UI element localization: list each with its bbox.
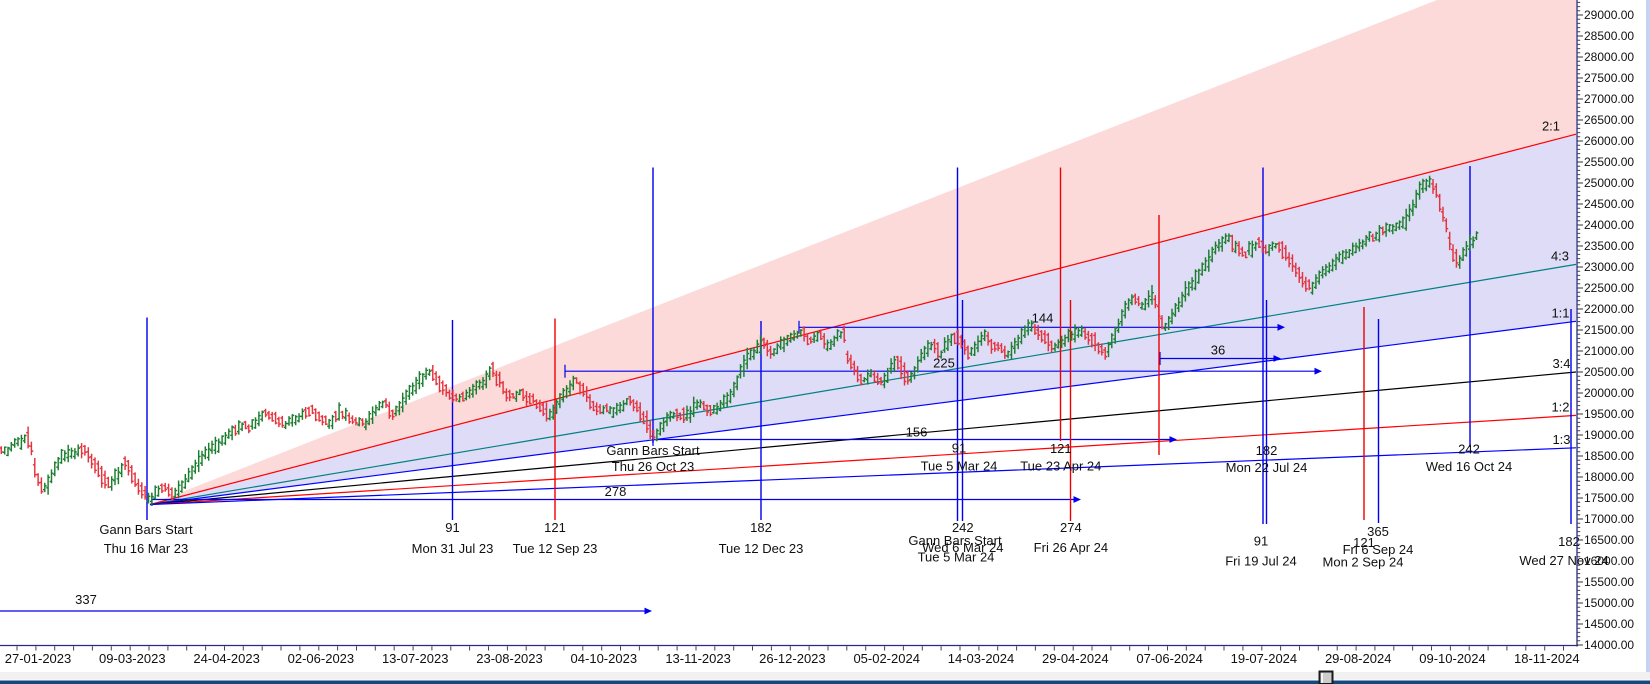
svg-text:1:2: 1:2 <box>1551 400 1569 415</box>
svg-text:26-12-2023: 26-12-2023 <box>759 651 826 666</box>
svg-text:Tue 5 Mar 24: Tue 5 Mar 24 <box>918 550 995 565</box>
svg-text:91: 91 <box>1254 534 1268 549</box>
svg-text:18-11-2024: 18-11-2024 <box>1514 651 1580 666</box>
svg-text:Wed 16 Oct 24: Wed 16 Oct 24 <box>1426 459 1512 474</box>
svg-text:20000.00: 20000.00 <box>1584 386 1634 400</box>
svg-text:20500.00: 20500.00 <box>1584 365 1634 379</box>
svg-text:29-04-2024: 29-04-2024 <box>1042 651 1109 666</box>
svg-text:09-03-2023: 09-03-2023 <box>99 651 166 666</box>
svg-text:27-01-2023: 27-01-2023 <box>5 651 72 666</box>
svg-text:Mon 31 Jul 23: Mon 31 Jul 23 <box>412 541 494 556</box>
svg-text:4:3: 4:3 <box>1551 248 1569 263</box>
svg-text:91: 91 <box>952 441 966 456</box>
svg-text:14000.00: 14000.00 <box>1584 638 1634 652</box>
svg-text:Fri 26 Apr 24: Fri 26 Apr 24 <box>1034 540 1108 555</box>
svg-text:278: 278 <box>605 484 627 499</box>
svg-text:23000.00: 23000.00 <box>1584 260 1634 274</box>
svg-text:22500.00: 22500.00 <box>1584 281 1634 295</box>
svg-text:17500.00: 17500.00 <box>1584 491 1634 505</box>
svg-text:Mon 22 Jul 24: Mon 22 Jul 24 <box>1226 460 1308 475</box>
svg-text:21500.00: 21500.00 <box>1584 323 1634 337</box>
svg-text:22000.00: 22000.00 <box>1584 302 1634 316</box>
svg-text:16000.00: 16000.00 <box>1584 554 1634 568</box>
svg-text:Gann Bars Start: Gann Bars Start <box>606 443 700 458</box>
svg-text:36: 36 <box>1211 343 1225 358</box>
svg-text:29500.00: 29500.00 <box>1584 0 1634 1</box>
svg-text:156: 156 <box>906 425 928 440</box>
svg-text:Gann Bars Start: Gann Bars Start <box>908 533 1002 548</box>
svg-text:19-07-2024: 19-07-2024 <box>1231 651 1298 666</box>
svg-text:23500.00: 23500.00 <box>1584 239 1634 253</box>
svg-text:26000.00: 26000.00 <box>1584 134 1634 148</box>
svg-text:1:1: 1:1 <box>1551 306 1569 321</box>
svg-text:29-08-2024: 29-08-2024 <box>1325 651 1392 666</box>
svg-text:27000.00: 27000.00 <box>1584 92 1634 106</box>
svg-text:242: 242 <box>952 520 974 535</box>
svg-text:91: 91 <box>445 520 459 535</box>
svg-text:242: 242 <box>1458 442 1480 457</box>
svg-text:182: 182 <box>750 520 772 535</box>
svg-text:1:3: 1:3 <box>1552 432 1570 447</box>
svg-text:25500.00: 25500.00 <box>1584 155 1634 169</box>
svg-text:225: 225 <box>933 356 955 371</box>
svg-text:Tue 5 Mar 24: Tue 5 Mar 24 <box>921 459 998 474</box>
svg-text:3:4: 3:4 <box>1552 356 1570 371</box>
svg-text:Thu 16 Mar 23: Thu 16 Mar 23 <box>104 541 189 556</box>
svg-text:21000.00: 21000.00 <box>1584 344 1634 358</box>
svg-text:182: 182 <box>1558 534 1580 549</box>
svg-text:07-06-2024: 07-06-2024 <box>1136 651 1203 666</box>
svg-text:121: 121 <box>1050 441 1072 456</box>
svg-text:14-03-2024: 14-03-2024 <box>948 651 1015 666</box>
svg-text:Fri 19 Jul 24: Fri 19 Jul 24 <box>1225 554 1297 569</box>
svg-text:365: 365 <box>1367 524 1389 539</box>
svg-text:Mon 2 Sep 24: Mon 2 Sep 24 <box>1323 555 1404 570</box>
svg-text:337: 337 <box>75 592 97 607</box>
svg-text:19000.00: 19000.00 <box>1584 428 1634 442</box>
svg-text:Gann Bars Start: Gann Bars Start <box>99 522 193 537</box>
svg-text:09-10-2024: 09-10-2024 <box>1419 651 1486 666</box>
svg-text:16500.00: 16500.00 <box>1584 533 1634 547</box>
svg-text:144: 144 <box>1032 311 1054 326</box>
svg-text:02-06-2023: 02-06-2023 <box>288 651 355 666</box>
svg-text:Tue 23 Apr 24: Tue 23 Apr 24 <box>1020 459 1101 474</box>
svg-text:121: 121 <box>1353 535 1375 550</box>
svg-text:Fri 6 Sep 24: Fri 6 Sep 24 <box>1343 542 1414 557</box>
svg-text:05-02-2024: 05-02-2024 <box>853 651 920 666</box>
svg-text:15000.00: 15000.00 <box>1584 596 1634 610</box>
svg-text:23-08-2023: 23-08-2023 <box>476 651 543 666</box>
svg-text:121: 121 <box>544 520 566 535</box>
svg-text:19500.00: 19500.00 <box>1584 407 1634 421</box>
svg-text:28500.00: 28500.00 <box>1584 29 1634 43</box>
svg-text:24000.00: 24000.00 <box>1584 218 1634 232</box>
svg-text:24-04-2023: 24-04-2023 <box>193 651 260 666</box>
svg-text:18000.00: 18000.00 <box>1584 470 1634 484</box>
svg-text:18500.00: 18500.00 <box>1584 449 1634 463</box>
svg-text:Tue 12 Dec 23: Tue 12 Dec 23 <box>719 541 804 556</box>
svg-text:14500.00: 14500.00 <box>1584 617 1634 631</box>
svg-text:15500.00: 15500.00 <box>1584 575 1634 589</box>
svg-text:13-07-2023: 13-07-2023 <box>382 651 449 666</box>
svg-text:26500.00: 26500.00 <box>1584 113 1634 127</box>
svg-text:04-10-2023: 04-10-2023 <box>571 651 638 666</box>
svg-text:Tue 12 Sep 23: Tue 12 Sep 23 <box>513 541 598 556</box>
svg-text:Thu 26 Oct 23: Thu 26 Oct 23 <box>612 459 694 474</box>
svg-text:Wed 6 Mar 24: Wed 6 Mar 24 <box>922 540 1003 555</box>
svg-text:27500.00: 27500.00 <box>1584 71 1634 85</box>
svg-text:29000.00: 29000.00 <box>1584 8 1634 22</box>
svg-text:182: 182 <box>1256 443 1278 458</box>
svg-text:2:1: 2:1 <box>1542 119 1560 134</box>
svg-text:24500.00: 24500.00 <box>1584 197 1634 211</box>
svg-text:13-11-2023: 13-11-2023 <box>665 651 731 666</box>
svg-text:17000.00: 17000.00 <box>1584 512 1634 526</box>
svg-text:25000.00: 25000.00 <box>1584 176 1634 190</box>
svg-text:Wed 27 Nov 24: Wed 27 Nov 24 <box>1519 553 1608 568</box>
svg-text:274: 274 <box>1060 520 1082 535</box>
svg-text:28000.00: 28000.00 <box>1584 50 1634 64</box>
